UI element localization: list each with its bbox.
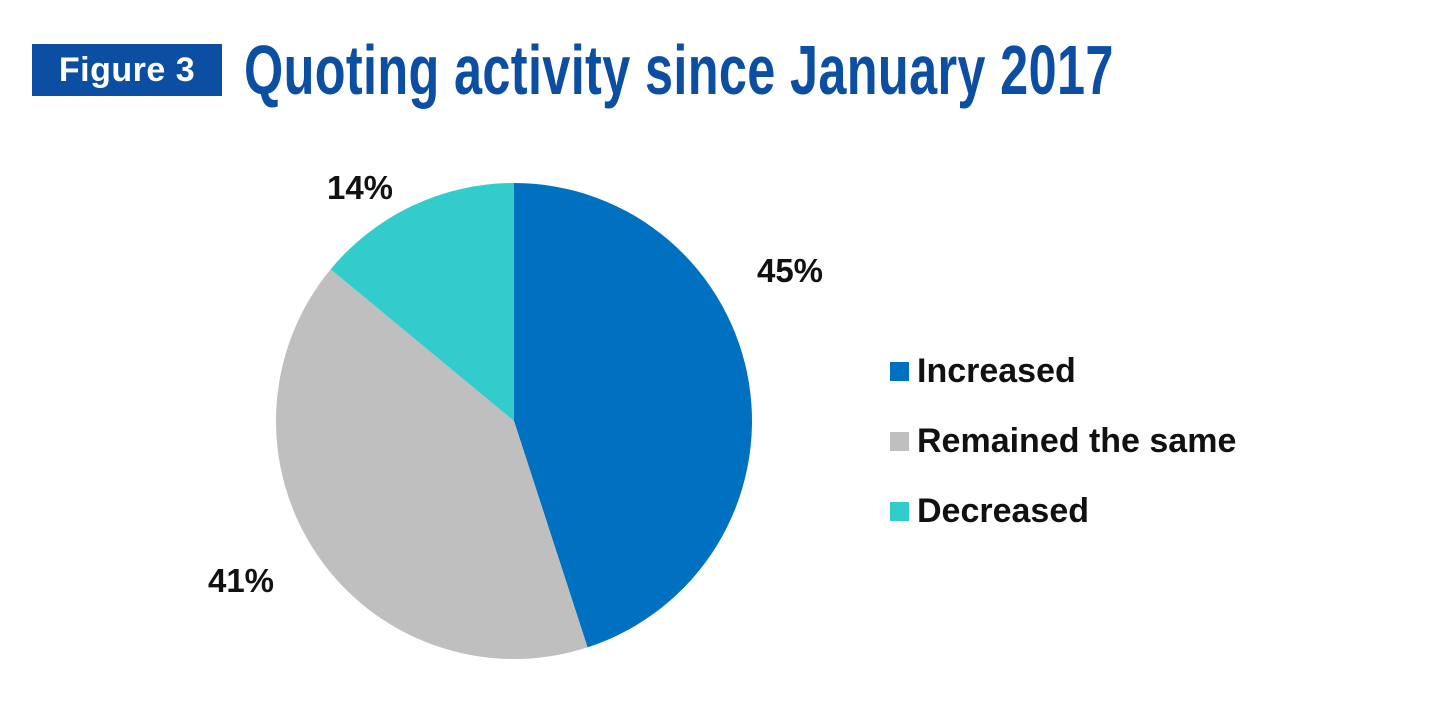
chart-title: Quoting activity since January 2017 xyxy=(244,31,1114,109)
pie-slices xyxy=(275,183,752,659)
legend-swatch-remained-the-same xyxy=(890,431,909,451)
data-label-increased: 45% xyxy=(757,252,823,289)
legend: Increased Remained the same Decreased xyxy=(890,336,1236,546)
legend-label-increased: Increased xyxy=(917,351,1076,390)
legend-swatch-increased xyxy=(890,361,909,381)
legend-item-increased: Increased xyxy=(890,336,1236,406)
legend-item-remained-the-same: Remained the same xyxy=(890,406,1236,476)
legend-label-decreased: Decreased xyxy=(917,491,1090,530)
legend-label-remained-the-same: Remained the same xyxy=(917,421,1237,460)
legend-swatch-decreased xyxy=(890,501,909,521)
data-label-remained-the-same: 41% xyxy=(208,562,274,599)
data-label-decreased: 14% xyxy=(327,169,393,206)
pie-slice-remained-the-same xyxy=(275,269,588,659)
pie-data-labels: 45% 41% 14% xyxy=(208,169,823,599)
figure-label: Figure 3 xyxy=(32,44,222,96)
legend-item-decreased: Decreased xyxy=(890,476,1236,546)
pie-slice-increased xyxy=(514,183,752,648)
pie-slice-decreased xyxy=(330,183,514,421)
